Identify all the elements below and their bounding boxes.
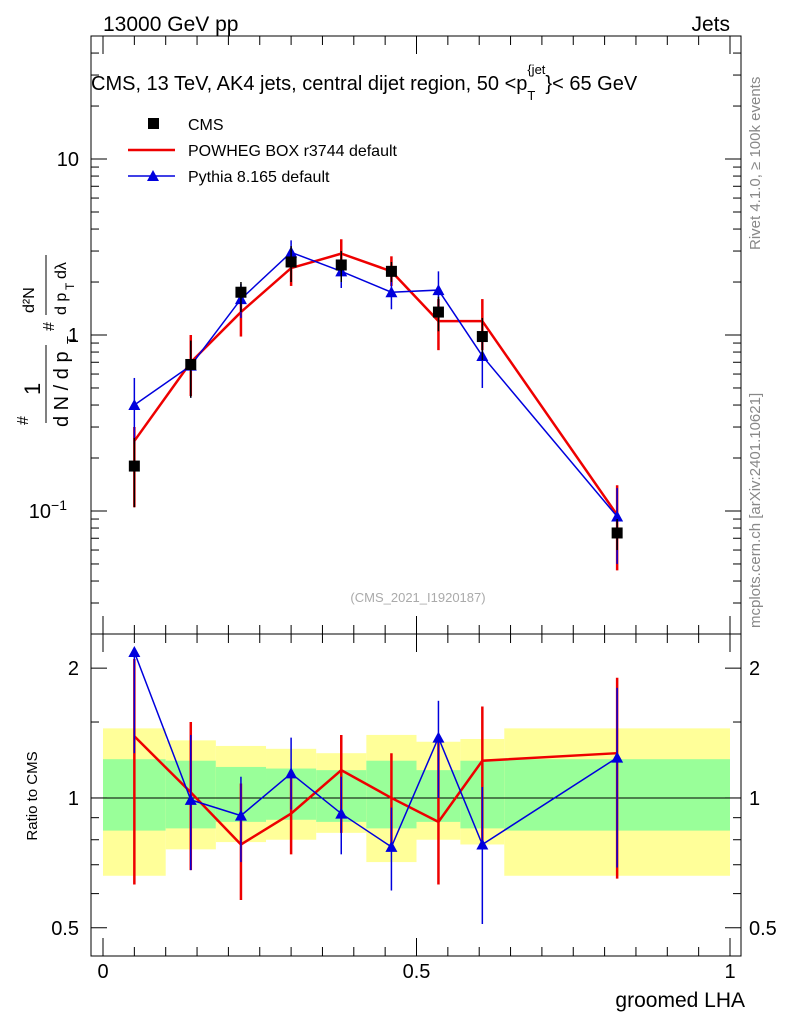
cms-marker xyxy=(185,358,197,370)
beam-label: 13000 GeV pp xyxy=(103,13,238,36)
ratio-pythia-marker xyxy=(128,646,141,658)
pythia-marker xyxy=(128,399,141,411)
ylabel-dlambda: dλ xyxy=(53,262,70,279)
ratio-pythia-marker xyxy=(234,809,247,821)
cms-marker xyxy=(476,331,488,343)
ratio-y-tick-label-right: 1 xyxy=(749,788,760,810)
pythia-marker xyxy=(611,510,624,522)
cms-marker xyxy=(335,259,347,271)
cms-marker xyxy=(285,256,297,268)
pythia-line xyxy=(133,251,618,518)
main-y-tick-label: 10 xyxy=(57,149,79,171)
legend-powheg-label: POWHEG BOX r3744 default xyxy=(188,143,398,160)
main-y-tick-label: 1 xyxy=(68,325,79,347)
ratio-pythia-marker xyxy=(476,838,489,850)
main-axis-ticks: 10−1 1 10 xyxy=(29,36,741,634)
ratio-axis-ticks: 0.5 0.5 1 1 2 2 0 0.5 1 xyxy=(51,634,777,983)
ratio-y-tick-label: 2 xyxy=(68,658,79,680)
ratio-y-label: Ratio to CMS xyxy=(24,751,41,840)
cms-marker xyxy=(235,286,247,298)
ratio-y-tick-label-right: 0.5 xyxy=(749,918,777,940)
pythia-marker xyxy=(385,286,398,298)
main-y-tick-label: 10−1 xyxy=(29,497,67,523)
ratio-pythia-marker xyxy=(611,751,624,763)
rivet-label: Rivet 4.1.0, ≥ 100k events xyxy=(747,77,764,250)
chart-title: CMS, 13 TeV, AK4 jets, central dijet reg… xyxy=(91,62,638,103)
powheg-line xyxy=(133,252,619,516)
title-sup: {jet xyxy=(527,62,545,77)
legend: CMS POWHEG BOX r3744 default Pythia 8.16… xyxy=(128,117,398,186)
ylabel-frac-num: 1 xyxy=(20,383,45,395)
legend-pythia-marker xyxy=(147,170,159,181)
ratio-pythia-marker xyxy=(432,731,445,743)
main-plot-panel: 10−1 1 10 (CMS_2021_I1920187) CMS, 13 TeV,… xyxy=(15,35,742,635)
ylabel-d2n: d²N xyxy=(21,287,38,313)
ratio-pythia-marker xyxy=(285,767,298,779)
ylabel-denom-sub: T xyxy=(64,336,79,344)
cms-marker xyxy=(611,527,623,539)
ratio-y-tick-label-right: 2 xyxy=(749,658,760,680)
ratio-y-tick-label: 0.5 xyxy=(51,918,79,940)
ylabel-frac-denom: d N / d p xyxy=(51,351,73,427)
ratio-y-tick-label: 1 xyxy=(68,788,79,810)
analysis-id-label: (CMS_2021_I1920187) xyxy=(350,590,485,605)
cms-marker xyxy=(128,460,140,472)
cms-marker xyxy=(432,306,444,318)
title-sub: T xyxy=(527,88,535,103)
ratio-pythia-marker xyxy=(385,840,398,852)
ylabel-hash-2: # xyxy=(41,322,58,331)
ylabel-dpt: d p xyxy=(53,293,70,315)
cms-marker xyxy=(385,265,397,277)
ratio-plot-panel: 0.5 0.5 1 1 2 2 0 0.5 1 Ratio to CMS groomed LHA xyxy=(24,633,777,1012)
pythia-marker xyxy=(432,284,445,296)
x-axis-label: groomed LHA xyxy=(615,989,745,1012)
title-part-b: }< 65 GeV xyxy=(545,73,637,95)
legend-cms-label: CMS xyxy=(188,117,224,134)
ratio-pythia-marker xyxy=(184,793,197,805)
x-tick-label: 0 xyxy=(97,961,108,983)
ylabel-hash-1: # xyxy=(15,416,32,425)
mcplots-label: mcplots.cern.ch [arXiv:2401.10621] xyxy=(747,393,764,628)
main-y-label: # 1 d N / d p T # d²N d p T dλ xyxy=(15,255,79,427)
legend-cms-marker xyxy=(148,118,159,129)
x-tick-label: 0.5 xyxy=(403,961,431,983)
x-tick-label: 1 xyxy=(724,961,735,983)
main-marks xyxy=(128,239,624,571)
ratio-marks xyxy=(91,646,741,925)
category-label: Jets xyxy=(691,13,730,36)
title-part-a: CMS, 13 TeV, AK4 jets, central dijet reg… xyxy=(91,73,527,95)
ratio-pythia-marker xyxy=(335,807,348,819)
ylabel-dpt-sub: T xyxy=(63,282,77,290)
legend-pythia-label: Pythia 8.165 default xyxy=(188,169,330,186)
